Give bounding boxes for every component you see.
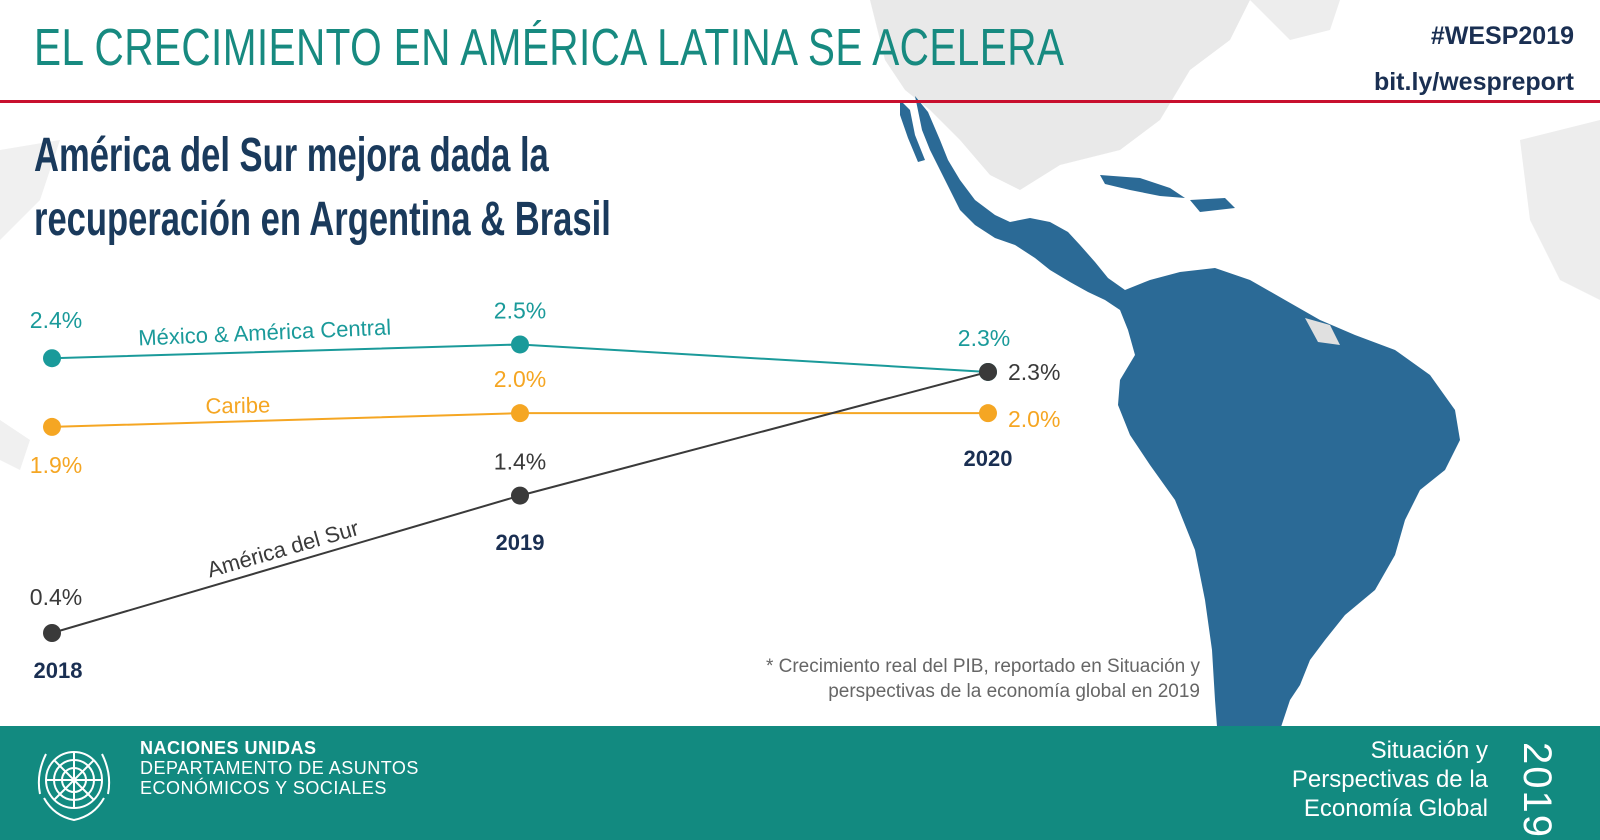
pacific-islands-silhouette	[0, 140, 60, 470]
footnote-line-2: perspectivas de la economía global en 20…	[828, 681, 1200, 702]
department-line-2: ECONÓMICOS Y SOCIALES	[140, 778, 387, 798]
x-tick-label-0: 2018	[34, 658, 83, 683]
x-tick-label-1: 2019	[496, 530, 545, 555]
data-label-1-1: 2.0%	[494, 366, 546, 392]
department-line-1: DEPARTAMENTO DE ASUNTOS	[140, 758, 419, 778]
hashtag-text: #WESP2019	[1430, 22, 1574, 50]
header-divider	[0, 100, 1600, 103]
data-label-0-0: 2.4%	[30, 307, 82, 333]
baja-california	[900, 100, 925, 162]
latin-america-map	[915, 96, 1460, 838]
page-title: EL CRECIMIENTO EN AMÉRICA LATINA SE ACEL…	[34, 19, 1065, 77]
data-label-2-0: 0.4%	[30, 584, 82, 610]
data-label-1-2: 2.0%	[1008, 406, 1060, 432]
north-america-silhouette	[870, 0, 1250, 190]
data-point-2-2	[979, 362, 997, 381]
un-name: NACIONES UNIDAS	[140, 738, 317, 758]
footnote: * Crecimiento real del PIB, reportado en…	[766, 654, 1200, 704]
data-label-2-1: 1.4%	[494, 449, 546, 475]
data-label-2-2: 2.3%	[1008, 359, 1060, 385]
hispaniola-island	[1190, 198, 1235, 212]
chart-subtitle: América del Sur mejora dada la recuperac…	[34, 124, 682, 252]
footer-band: NACIONES UNIDAS DEPARTAMENTO DE ASUNTOS …	[0, 726, 1600, 840]
report-title: Situación y Perspectivas de la Economía …	[1292, 736, 1488, 823]
data-label-0-2: 2.3%	[958, 325, 1010, 351]
un-emblem-icon	[37, 751, 111, 822]
series-name-label-1: Caribe	[205, 392, 270, 418]
report-title-line-1: Situación y	[1370, 737, 1488, 764]
subtitle-line-1: América del Sur mejora dada la	[34, 129, 549, 182]
data-point-0-1	[511, 335, 529, 354]
series-name-label-0: México & América Central	[138, 314, 392, 350]
footnote-line-1: * Crecimiento real del PIB, reportado en…	[765, 656, 1200, 677]
africa-edge-silhouette	[1520, 120, 1600, 300]
data-point-1-1	[511, 404, 529, 423]
data-point-2-1	[511, 486, 529, 505]
data-point-2-0	[43, 624, 61, 642]
data-point-0-0	[43, 349, 61, 368]
report-year: 2019	[1515, 742, 1559, 839]
data-point-1-0	[43, 417, 61, 436]
guiana-highlight	[1305, 318, 1340, 345]
report-link[interactable]: bit.ly/wespreport	[1373, 68, 1574, 96]
greenland-silhouette	[1250, 0, 1340, 40]
report-title-line-2: Perspectivas de la	[1291, 766, 1488, 793]
x-tick-label-2: 2020	[964, 446, 1013, 471]
data-label-0-1: 2.5%	[494, 297, 546, 323]
data-label-1-0: 1.9%	[30, 452, 82, 478]
data-point-1-2	[979, 404, 997, 423]
report-title-line-3: Economía Global	[1303, 795, 1488, 822]
cuba-island	[1100, 175, 1185, 198]
subtitle-line-2: recuperación en Argentina & Brasil	[34, 193, 611, 246]
